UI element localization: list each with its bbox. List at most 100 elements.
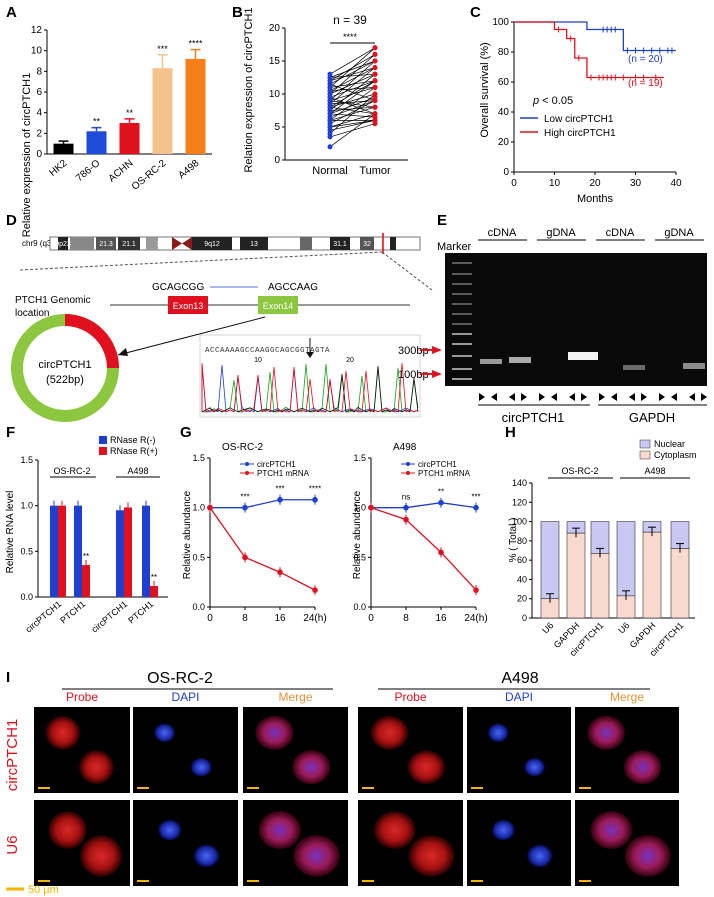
h-bar-cyto — [566, 532, 586, 619]
b-ytick-label: 5 — [274, 122, 280, 133]
sanger-sequence: ACCAAAAGCCAAGGCAGCGGTAGTA — [205, 347, 330, 355]
c-ytick-label: 0 — [503, 167, 509, 178]
i-cell — [255, 715, 294, 750]
i-cell — [190, 757, 212, 777]
sanger-tick-10: 10 — [254, 357, 262, 364]
sanger-tick-20: 20 — [346, 357, 354, 364]
g-right-circ-line — [371, 502, 477, 509]
h-ytick-label: 20 — [517, 594, 527, 604]
h-bar-nuclear — [540, 521, 560, 600]
g-legend-circ-dot — [245, 462, 249, 466]
b-pair-line-16 — [329, 60, 376, 101]
i-cell2: A498 — [501, 670, 538, 687]
ladder-band-6 — [452, 323, 472, 325]
pvalue-rest: < 0.05 — [539, 95, 573, 107]
a-ytick-label: 12 — [31, 25, 43, 36]
b-pair-line-4 — [329, 106, 376, 121]
g-legend-mrna-dot — [245, 471, 249, 475]
circrna-junction-segment — [64, 314, 119, 369]
g-legend-circ: circPTCH1 — [418, 460, 457, 469]
band-32: 32 — [363, 241, 371, 248]
b-pair-line-36 — [329, 120, 376, 131]
h-bar-cyto — [590, 553, 610, 619]
a-sig-label: ** — [93, 117, 101, 127]
primer-rev — [641, 393, 647, 401]
legend-cyto-swatch — [639, 450, 651, 460]
b-tumor-point-21 — [372, 84, 378, 90]
primer-fwd — [569, 393, 575, 401]
c-xtick-label: 20 — [589, 178, 601, 189]
c-xtick-label: 30 — [630, 178, 642, 189]
ladder-band-1 — [452, 273, 472, 275]
f-bar-minus — [116, 510, 124, 597]
g-left-title: OS-RC-2 — [222, 442, 264, 453]
i-cell — [623, 750, 662, 785]
b-pair-line-27 — [329, 67, 376, 82]
ladder-band-7 — [452, 333, 472, 335]
legend-rnase-plus-swatch — [99, 447, 107, 455]
i-cell — [590, 811, 633, 850]
circ-name: circPTCH1 — [38, 359, 91, 371]
g-xtick-label: 8 — [242, 613, 248, 624]
panel-b-title: n = 39 — [333, 13, 367, 27]
b-normal-point-37 — [327, 134, 333, 140]
i-cell — [527, 844, 553, 868]
g-xtick-label: 8 — [403, 613, 409, 624]
band-21-1: 21.1 — [122, 241, 136, 248]
g-xtick-label: 0 — [207, 613, 213, 624]
a-sig-label: ** — [126, 108, 134, 118]
b-pair-line-13 — [329, 67, 376, 105]
i-cell — [48, 811, 87, 850]
g-sig-label: **** — [309, 485, 321, 494]
g-legend-circ-dot — [406, 462, 410, 466]
primer-rev — [701, 393, 707, 401]
c-high-curve — [514, 21, 664, 79]
i-cell — [408, 835, 455, 877]
b-pair-line-30 — [329, 60, 376, 78]
a-xtick-label: A498 — [176, 158, 201, 182]
g-ytick-label: 0.5 — [353, 552, 366, 562]
i-col-label: Probe — [394, 690, 426, 704]
band-12: 12 — [156, 241, 164, 248]
g-sig-label: *** — [275, 485, 284, 494]
bp100-arrow — [432, 370, 442, 378]
g-xtick-label: 0 — [368, 613, 374, 624]
circ-length: (522bp) — [46, 374, 84, 386]
a-bar-A498 — [185, 58, 206, 154]
b-pair-line-3 — [329, 100, 376, 125]
exon14-box — [258, 296, 298, 314]
i-col-label: Probe — [66, 690, 98, 704]
legend-nuclear: Nuclear — [654, 439, 685, 449]
a-bar-786-O — [86, 131, 107, 154]
chr-label: chr9 (q33.3) — [22, 239, 65, 248]
b-ytick-label: 0 — [274, 155, 280, 166]
i-row-2: U6 — [4, 835, 21, 854]
g-xtick-label: 24(h) — [303, 613, 326, 624]
g-legend-mrna: PTCH1 mRNA — [418, 469, 471, 478]
band-13: 13 — [250, 241, 258, 248]
panel-d-letter: D — [6, 212, 17, 229]
chromosome-ideogram: chr9 (q33.3) 9p23 21.3 21.1 12 9q12 13 3… — [22, 233, 421, 254]
b-tumor-point-27 — [372, 65, 378, 71]
i-image-r1-c1 — [133, 800, 238, 886]
i-cell — [370, 715, 409, 750]
a-ytick-label: 8 — [36, 66, 42, 77]
i-cell — [373, 811, 416, 850]
h-bar-nuclear — [616, 521, 636, 597]
b-pair-line-29 — [329, 73, 376, 78]
a-xtick-label: ACHN — [107, 158, 136, 185]
a-sig-label: **** — [188, 39, 203, 49]
b-pair-line-38 — [329, 47, 376, 75]
b-normal-point-31 — [327, 117, 333, 123]
b-normal-point-36 — [327, 127, 333, 133]
b-pair-line-37 — [329, 123, 376, 138]
f-sig-label: ** — [83, 552, 89, 561]
g-legend-circ: circPTCH1 — [257, 460, 296, 469]
a-bar-OS-RC-2 — [152, 68, 173, 154]
bp300-label: 300bp — [398, 345, 429, 357]
f-group-1: OS-RC-2 — [53, 466, 90, 476]
panel-i-fish-images: Probe DAPI Merge Probe DAPI Merge — [34, 690, 679, 886]
g-xtick-label: 16 — [274, 613, 286, 624]
b-normal-point-32 — [327, 111, 333, 117]
i-col-label: DAPI — [171, 690, 199, 704]
